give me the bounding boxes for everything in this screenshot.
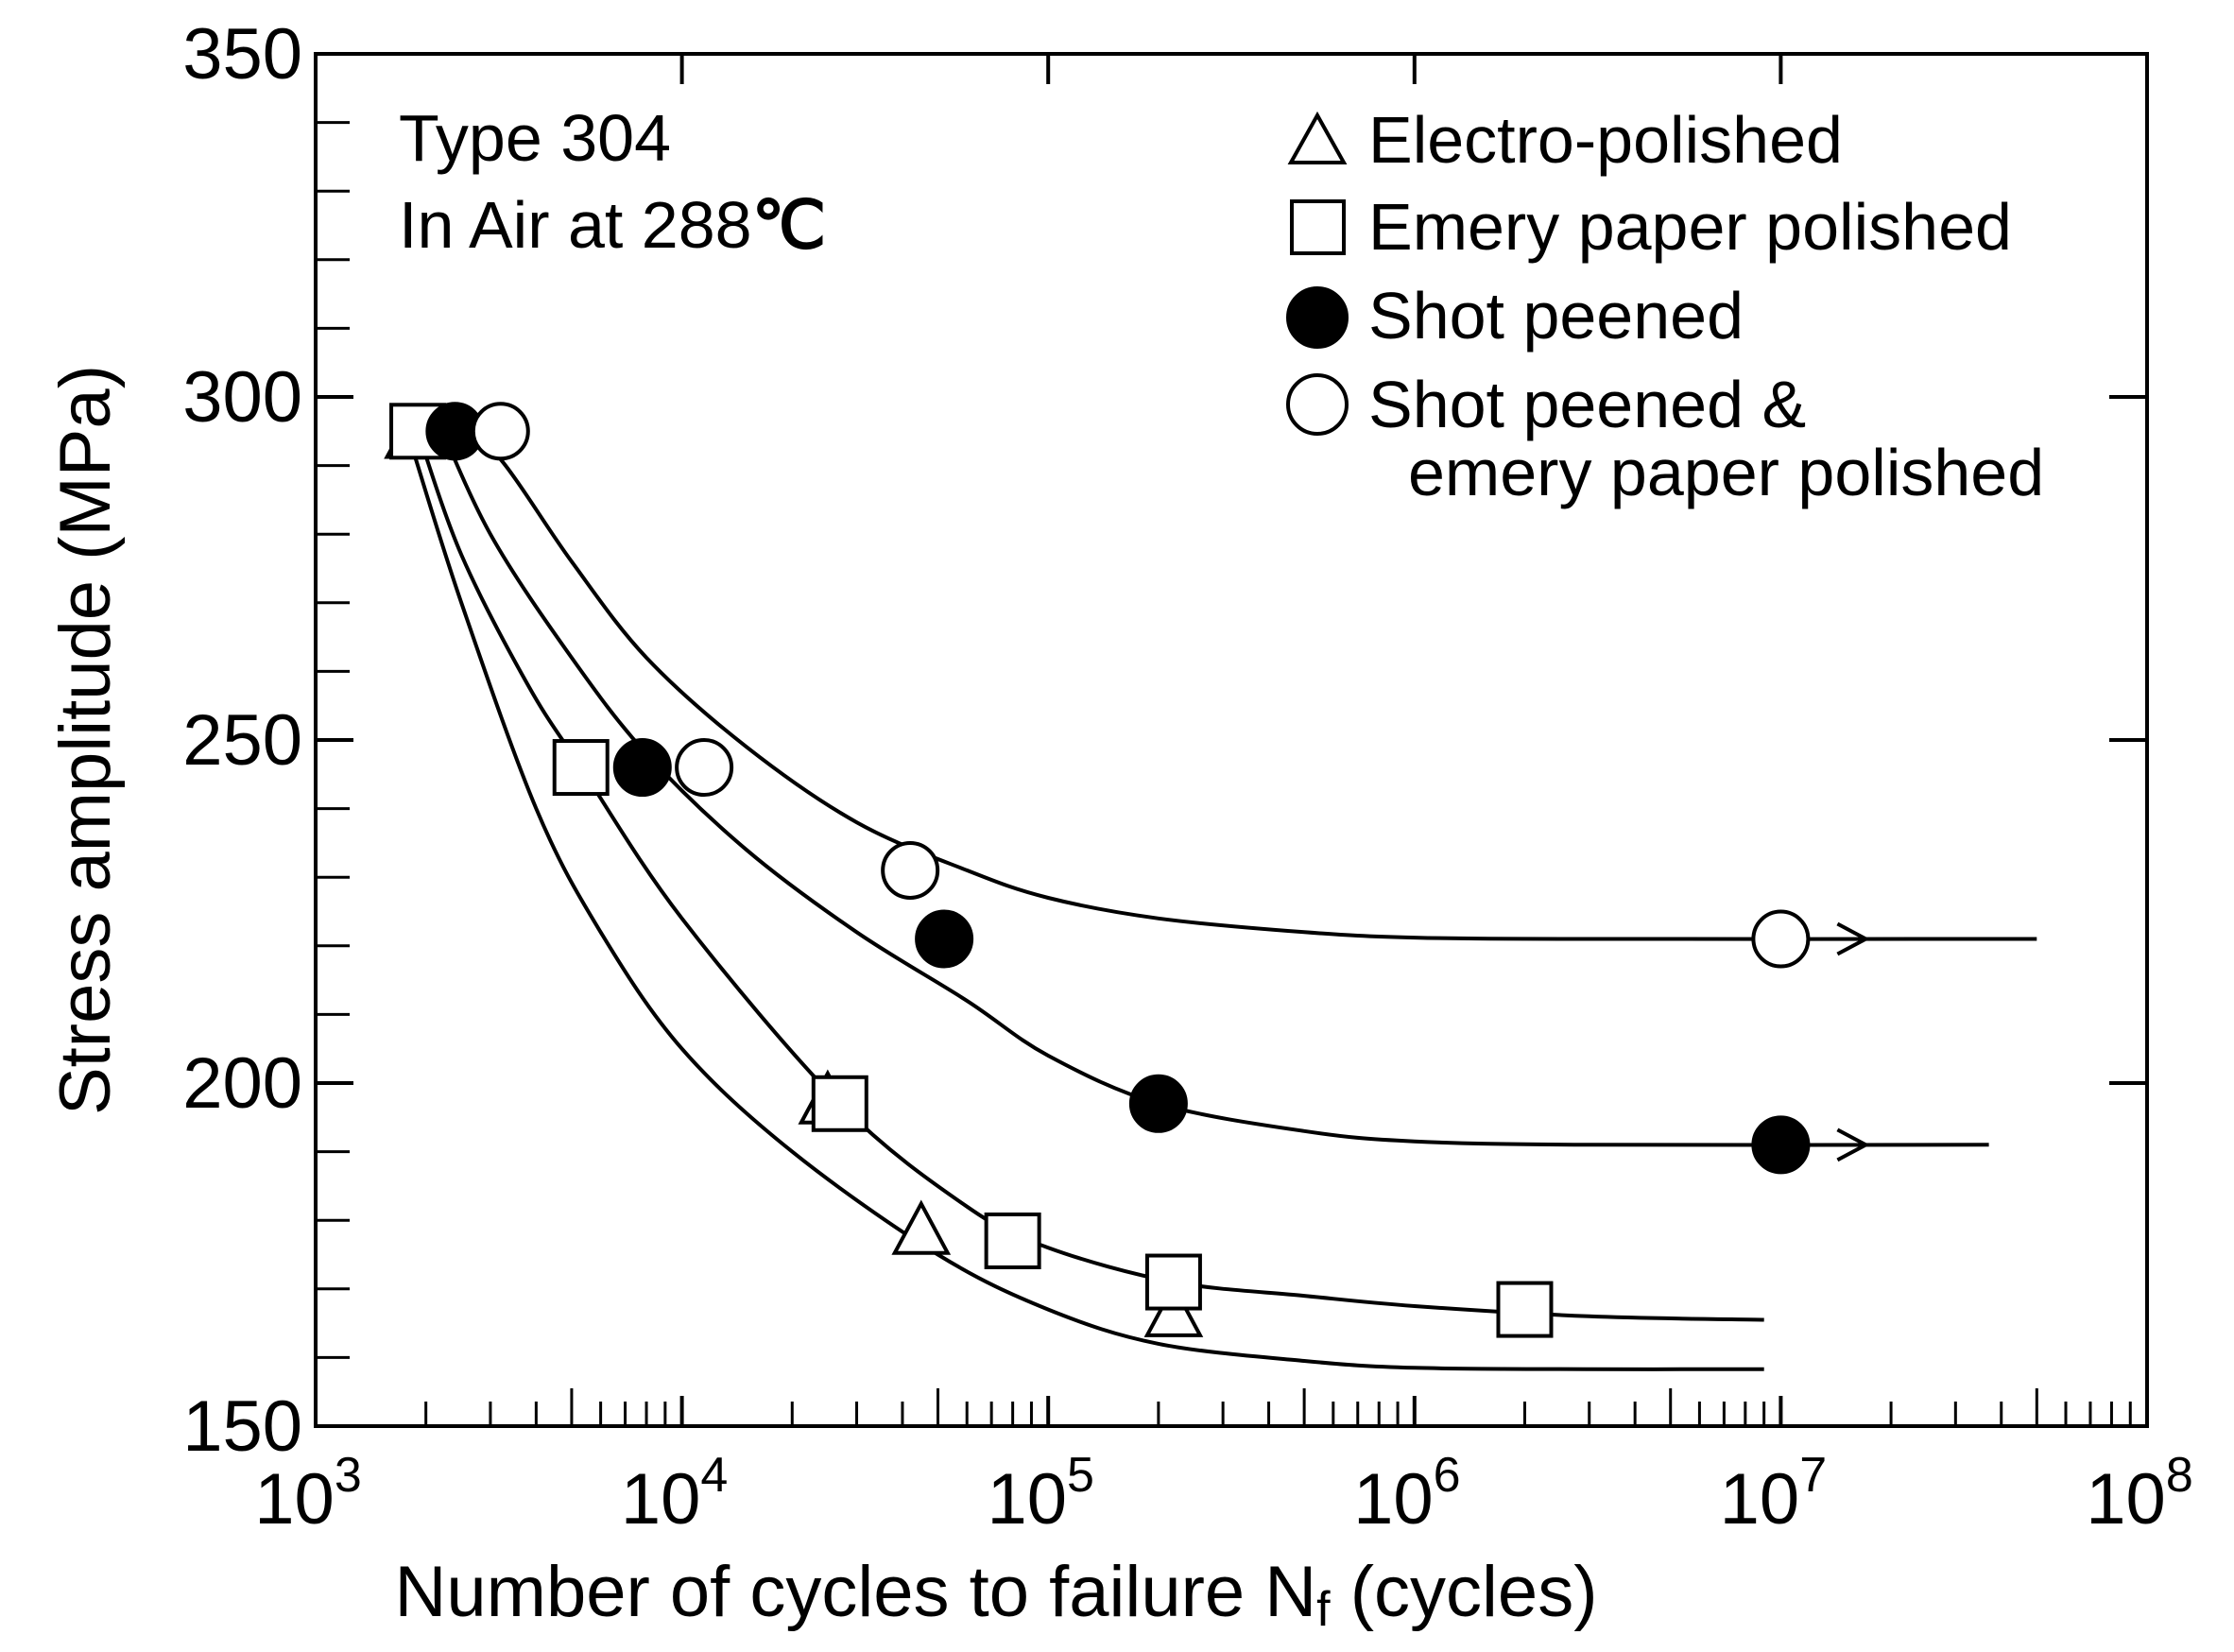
x-axis-title-subscript: f [1316,1582,1331,1637]
marker-square [1144,1253,1202,1311]
x-axis-title-tail: (cycles) [1331,1552,1598,1632]
x-tick-label-base: 10 [254,1459,335,1540]
x-axis-title: Number of cycles to failure Nf (cycles) [394,1552,1597,1637]
x-tick-label: 106 [1353,1448,1460,1540]
x-tick-label: 105 [987,1448,1093,1540]
legend-label-shot-peened-emery-line2: emery paper polished [1408,436,2044,509]
legend-label-shot-peened-emery-line1: Shot peened & [1368,368,1806,441]
x-tick-label-base: 10 [2086,1459,2166,1540]
marker-open-circle [675,738,734,798]
runout-arrow [1836,921,1870,956]
marker-square [552,739,610,797]
marker-square [984,1212,1041,1269]
x-axis-title-main: Number of cycles to failure N [394,1552,1316,1632]
legend-open-circle-marker [1286,373,1349,436]
y-tick-label: 200 [182,1043,302,1124]
marker-filled-circle [612,738,672,798]
x-tick-label-base: 10 [1353,1459,1434,1540]
marker-open-circle [881,840,940,900]
y-tick-label: 150 [182,1386,302,1467]
marker-triangle [1143,1282,1204,1337]
y-tick-label: 350 [182,14,302,95]
x-tick-label: 108 [2086,1448,2192,1540]
data-markers [384,402,1811,1338]
marker-filled-circle [1128,1074,1188,1133]
y-tick-label: 250 [182,700,302,781]
legend: Electro-polished Emery paper polished Sh… [1286,103,2044,509]
fit-curve-triangle-open [411,451,1764,1371]
x-tick-label-exponent: 4 [700,1448,728,1503]
fit-curve-circle-open [453,409,2037,941]
legend-filled-circle-marker [1286,286,1349,349]
marker-open-circle [471,402,530,461]
x-tick-label: 104 [621,1448,728,1540]
x-tick-label-exponent: 8 [2166,1448,2193,1503]
y-axis-title: Stress amplitude (MPa) [45,365,126,1115]
marker-filled-circle [915,909,974,969]
marker-square [811,1075,868,1132]
x-tick-label-exponent: 7 [1799,1448,1827,1503]
annotation-degree-symbol: ℃ [752,188,823,262]
annotation-material: Type 304 [399,101,671,175]
runout-arrows [1836,921,1870,1162]
x-tick-label: 107 [1720,1448,1827,1540]
fit-curve-square-open [416,430,1764,1322]
x-tick-label-exponent: 3 [335,1448,362,1503]
legend-label-electro-polished: Electro-polished [1368,103,1843,177]
legend-label-shot-peened: Shot peened [1368,279,1744,353]
legend-square-marker [1290,199,1346,255]
legend-triangle-marker [1287,111,1348,164]
x-tick-label-base: 10 [1720,1459,1800,1540]
fit-curve-circle-filled [432,409,1989,1147]
x-tick-label-base: 10 [987,1459,1067,1540]
marker-open-circle [1751,909,1811,969]
x-tick-label-exponent: 6 [1434,1448,1461,1503]
fit-curves [411,409,2037,1371]
marker-triangle [891,1199,952,1255]
legend-label-emery-paper-polished: Emery paper polished [1368,190,2012,264]
axis-ticks [314,52,2147,1428]
marker-square [1496,1281,1554,1338]
x-tick-label-base: 10 [621,1459,701,1540]
annotation-condition: In Air at 288℃ [399,188,823,262]
annotation-condition-text: In Air at 288 [399,188,752,262]
marker-filled-circle [1751,1115,1811,1175]
x-tick-label-exponent: 5 [1067,1448,1094,1503]
runout-arrow [1836,1127,1870,1162]
y-tick-label: 300 [182,357,302,438]
x-tick-label: 103 [254,1448,361,1540]
